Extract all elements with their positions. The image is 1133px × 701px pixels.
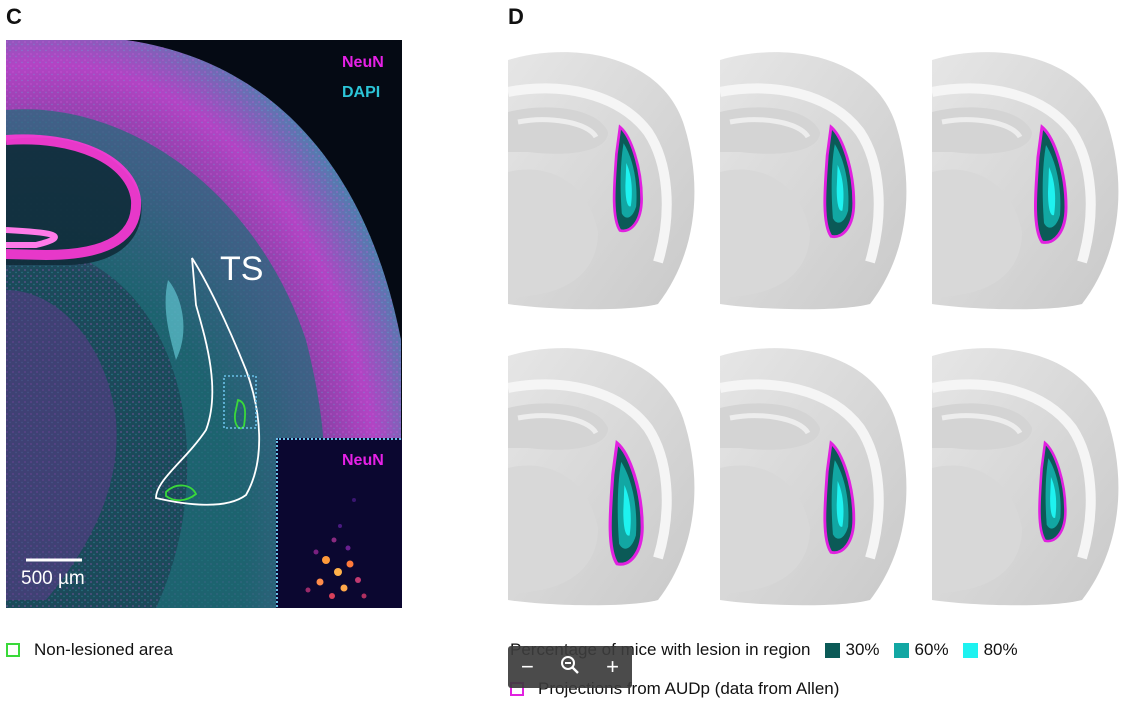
non-lesioned-legend-text: Non-lesioned area xyxy=(34,640,173,659)
neun-inset: NeuN xyxy=(276,438,402,608)
dapi-label: DAPI xyxy=(342,84,381,101)
legend-80-label: 80% xyxy=(983,640,1018,659)
microscopy-image: NeuN DAPI TS 500 µm NeuN xyxy=(6,40,402,608)
brain-section xyxy=(719,338,920,608)
ts-region-label: TS xyxy=(220,250,264,288)
non-lesioned-legend: Non-lesioned area xyxy=(6,640,173,660)
swatch-80 xyxy=(962,642,978,658)
zoom-in-button[interactable]: + xyxy=(606,654,619,679)
scale-bar-label: 500 µm xyxy=(21,568,85,589)
panel-c-letter: C xyxy=(6,4,22,29)
swatch-30 xyxy=(824,642,840,658)
non-lesioned-swatch xyxy=(6,643,20,657)
inset-neun-label: NeuN xyxy=(342,452,384,469)
panel-d-letter: D xyxy=(508,4,524,29)
brain-section xyxy=(931,42,1132,312)
brain-section xyxy=(507,42,708,312)
legend-30-label: 30% xyxy=(845,640,880,659)
brain-section xyxy=(931,338,1132,608)
legend-60-label: 60% xyxy=(914,640,949,659)
brain-section xyxy=(507,338,708,608)
zoom-out-button[interactable]: − xyxy=(521,654,534,679)
neun-label: NeuN xyxy=(342,54,384,71)
magnifier-minus-icon[interactable] xyxy=(560,655,580,680)
swatch-60 xyxy=(893,642,909,658)
brain-section xyxy=(719,42,920,312)
inset-cells xyxy=(305,498,367,599)
zoom-toolbar: − + xyxy=(508,646,632,688)
inset-drawing xyxy=(305,498,367,599)
